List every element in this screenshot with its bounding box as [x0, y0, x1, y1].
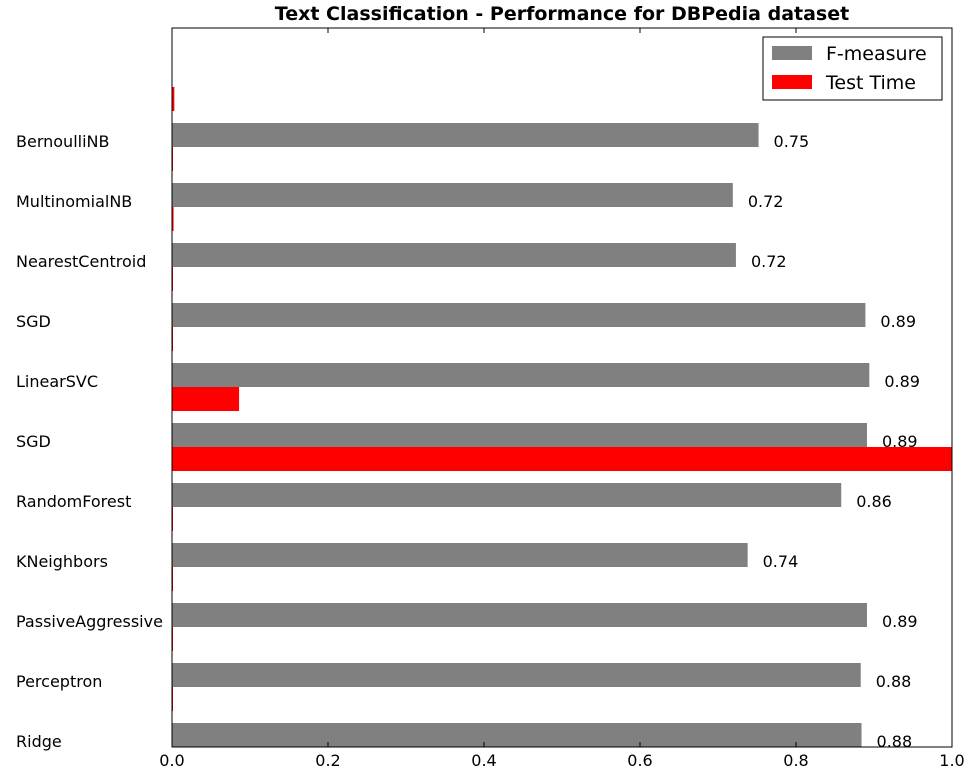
category-label: SGD	[16, 312, 51, 331]
value-label: 0.89	[880, 312, 916, 331]
legend-label: F-measure	[826, 43, 927, 65]
chart-title: Text Classification - Performance for DB…	[275, 3, 849, 25]
bar-f-measure	[172, 723, 862, 747]
x-tick-label: 1.0	[939, 751, 964, 770]
category-label: LinearSVC	[16, 372, 98, 391]
value-label: 0.75	[774, 132, 810, 151]
bar-f-measure	[172, 363, 870, 387]
category-label: SGD	[16, 432, 51, 451]
category-label: Ridge	[16, 732, 62, 751]
category-label: RandomForest	[16, 492, 131, 511]
category-label: BernoulliNB	[16, 132, 109, 151]
category-label: MultinomialNB	[16, 192, 132, 211]
x-tick-label: 0.0	[159, 751, 184, 770]
value-label: 0.86	[856, 492, 892, 511]
bar-test-time	[172, 387, 240, 411]
bar-f-measure	[172, 183, 733, 207]
x-tick-label: 0.4	[471, 751, 496, 770]
bar-f-measure	[172, 663, 861, 687]
bar-test-time	[172, 447, 952, 471]
bar-f-measure	[172, 243, 736, 267]
category-label: KNeighbors	[16, 552, 108, 571]
bar-test-time	[172, 87, 175, 111]
legend: F-measure Test Time	[762, 36, 943, 101]
legend-swatch	[772, 75, 812, 89]
bar-f-measure	[172, 483, 842, 507]
category-label: NearestCentroid	[16, 252, 146, 271]
legend-swatch	[772, 46, 812, 60]
value-label: 0.72	[751, 252, 787, 271]
value-label: 0.88	[876, 672, 912, 691]
value-label: 0.89	[882, 432, 918, 451]
value-label: 0.88	[877, 732, 913, 751]
x-tick-label: 0.6	[627, 751, 652, 770]
x-tick-label: 0.2	[315, 751, 340, 770]
bars-layer: 0.75 BernoulliNB 0.72 MultinomialNB 0.72 Near…	[16, 87, 952, 751]
value-label: 0.89	[884, 372, 920, 391]
bar-f-measure	[172, 303, 866, 327]
value-label: 0.74	[763, 552, 799, 571]
x-tick-label: 0.8	[783, 751, 808, 770]
bar-test-time	[172, 207, 174, 231]
category-label: Perceptron	[16, 672, 102, 691]
bar-f-measure	[172, 423, 867, 447]
ticks-layer: 0.0 0.2 0.4 0.6 0.8 1.0	[159, 28, 965, 770]
plot-frame	[171, 27, 953, 748]
bar-f-measure	[172, 603, 867, 627]
bar-f-measure	[172, 543, 748, 567]
value-label: 0.72	[748, 192, 784, 211]
category-label: PassiveAggressive	[16, 612, 163, 631]
value-label: 0.89	[882, 612, 918, 631]
legend-label: Test Time	[825, 72, 916, 94]
bar-f-measure	[172, 123, 759, 147]
